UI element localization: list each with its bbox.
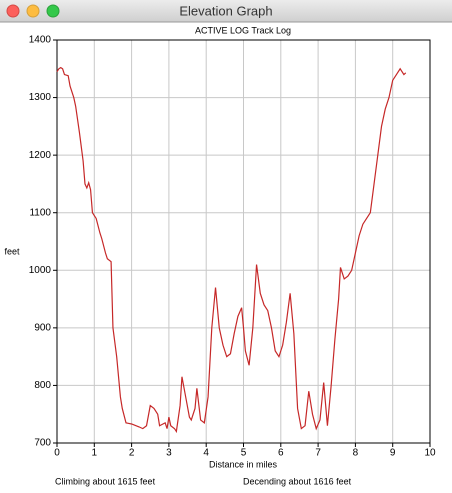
- y-tick-label: 1300: [29, 92, 52, 103]
- footer-right: Decending about 1616 feet: [243, 476, 352, 486]
- y-tick-label: 1100: [29, 207, 51, 218]
- y-axis-label: feet: [4, 246, 20, 256]
- elevation-line: [56, 66, 407, 434]
- x-tick-label: 0: [54, 448, 60, 459]
- title-bar: [0, 0, 452, 22]
- minimize-button[interactable]: [26, 4, 40, 18]
- x-tick-label: 10: [424, 448, 436, 459]
- footer-left: Climbing about 1615 feet: [55, 476, 156, 486]
- y-tick-label: 700: [34, 438, 51, 449]
- x-tick-label: 1: [92, 448, 98, 459]
- x-tick-label: 7: [315, 448, 321, 459]
- y-tick-label: 1400: [29, 35, 52, 46]
- y-tick-label: 800: [34, 380, 51, 391]
- y-tick-label: 1000: [29, 265, 52, 276]
- y-tick-label: 900: [34, 322, 51, 333]
- close-button[interactable]: [6, 4, 20, 18]
- chart-title: ACTIVE LOG Track Log: [195, 25, 291, 35]
- window-title: Elevation Graph: [179, 3, 272, 18]
- plot-frame: [56, 39, 431, 444]
- y-tick-label: 1200: [29, 150, 52, 161]
- x-tick-label: 5: [241, 448, 247, 459]
- x-tick-label: 8: [353, 448, 359, 459]
- x-tick-label: 6: [278, 448, 284, 459]
- x-tick-label: 2: [129, 448, 135, 459]
- x-tick-label: 9: [390, 448, 396, 459]
- x-tick-label: 3: [166, 448, 172, 459]
- x-tick-label: 4: [203, 448, 209, 459]
- x-axis-label: Distance in miles: [209, 459, 278, 469]
- zoom-button[interactable]: [46, 4, 60, 18]
